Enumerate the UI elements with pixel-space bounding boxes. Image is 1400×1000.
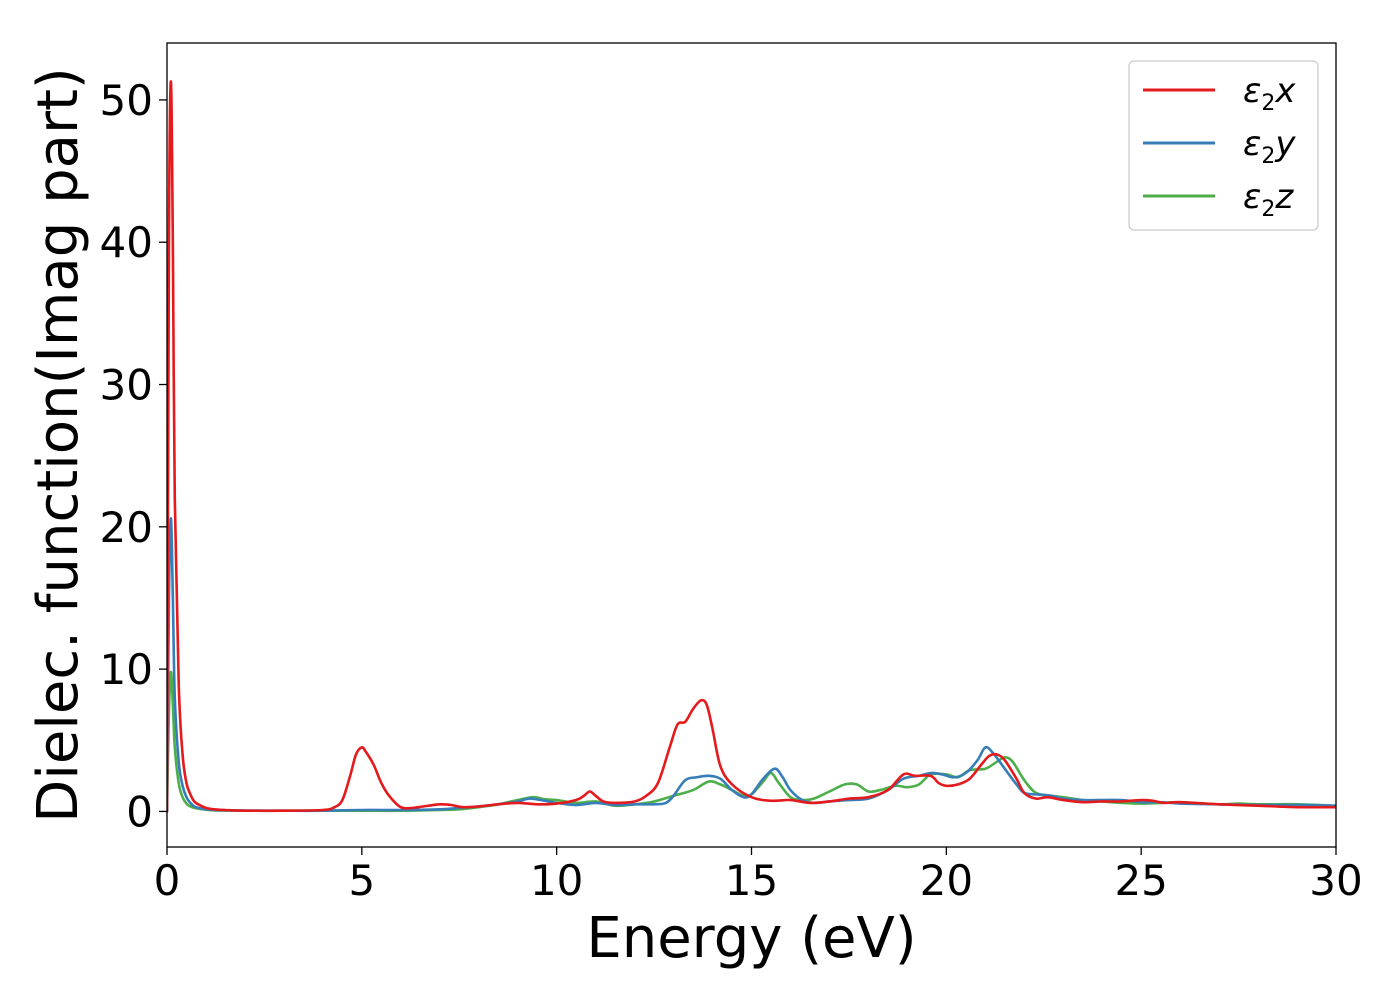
x-tick-label: 20 (920, 856, 973, 905)
x-tick-label: 5 (348, 856, 375, 905)
y-axis-label: Dielec. function(Imag part) (26, 67, 91, 823)
x-axis: 0 5 10 15 20 25 30 (154, 847, 1363, 905)
x-tick-label: 10 (530, 856, 583, 905)
y-tick-label: 50 (100, 76, 153, 125)
legend-label-y: ε2y (1243, 124, 1296, 169)
x-tick-label: 0 (154, 856, 181, 905)
y-tick-label: 0 (126, 787, 153, 836)
y-tick-label: 40 (100, 218, 153, 267)
legend: ε2x ε2y ε2z (1128, 60, 1319, 231)
series-layer (167, 80, 1336, 813)
x-axis-label: Energy (eV) (586, 906, 916, 971)
y-tick-label: 20 (100, 503, 153, 552)
y-tick-label: 10 (100, 645, 153, 694)
series-line-z (167, 670, 1336, 813)
legend-label-x: ε2x (1243, 71, 1296, 116)
series-line-x (167, 80, 1336, 813)
x-tick-label: 30 (1309, 856, 1362, 905)
y-tick-label: 30 (100, 361, 153, 410)
x-tick-label: 25 (1114, 856, 1167, 905)
y-axis: 0 10 20 30 40 50 (100, 76, 167, 836)
series-line-y (167, 516, 1336, 813)
legend-label-z: ε2z (1243, 177, 1294, 222)
legend-box (1128, 60, 1319, 231)
x-tick-label: 15 (725, 856, 778, 905)
